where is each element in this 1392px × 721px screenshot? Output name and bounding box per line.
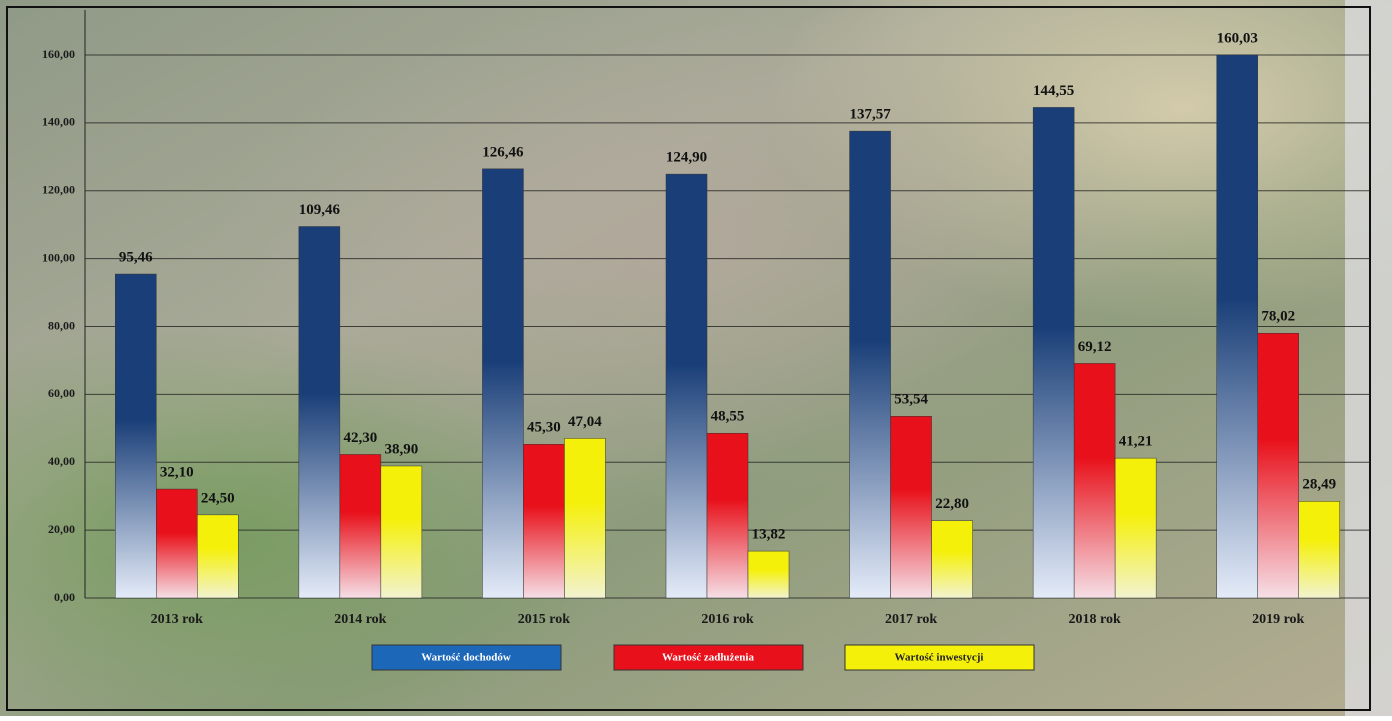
bar <box>564 438 606 599</box>
y-tick-label: 40,00 <box>48 454 75 468</box>
value-label: 126,46 <box>482 144 524 160</box>
legend-label: Wartość inwestycji <box>895 652 984 664</box>
value-label: 144,55 <box>1033 83 1074 99</box>
side-strip <box>1345 0 1392 716</box>
value-label: 53,54 <box>894 392 928 408</box>
value-label: 69,12 <box>1078 339 1112 355</box>
x-tick-label: 2016 rok <box>701 612 753 627</box>
bar <box>115 273 157 599</box>
value-label: 47,04 <box>568 414 602 430</box>
bar <box>1032 107 1075 599</box>
legend-label: Wartość dochodów <box>421 652 511 664</box>
value-label: 38,90 <box>384 441 418 457</box>
value-label: 13,82 <box>752 527 786 543</box>
bar <box>197 514 239 599</box>
y-tick-label: 120,00 <box>42 183 75 197</box>
x-tick-label: 2018 rok <box>1069 612 1121 627</box>
frame <box>6 6 1371 711</box>
value-label: 28,49 <box>1302 477 1336 493</box>
bar <box>1114 457 1157 599</box>
bar <box>1298 501 1340 599</box>
value-label: 22,80 <box>935 496 969 512</box>
bar <box>1073 363 1116 599</box>
y-tick-label: 0,00 <box>54 590 75 604</box>
bar <box>1257 332 1299 599</box>
value-label: 124,90 <box>666 150 707 166</box>
value-label: 45,30 <box>527 420 561 436</box>
bar <box>482 168 524 599</box>
bar <box>156 488 198 599</box>
bar <box>849 130 891 599</box>
y-tick-label: 160,00 <box>42 47 75 61</box>
value-label: 95,46 <box>119 249 153 265</box>
legend-swatch <box>844 644 1035 671</box>
value-label: 160,03 <box>1217 30 1258 46</box>
bar <box>380 465 423 599</box>
y-tick-label: 100,00 <box>42 250 75 264</box>
y-tick-label: 140,00 <box>42 115 75 129</box>
bar <box>339 454 382 599</box>
value-label: 24,50 <box>201 490 235 506</box>
y-tick-label: 80,00 <box>48 318 75 332</box>
bar <box>665 173 708 599</box>
bar <box>931 520 973 599</box>
value-label: 109,46 <box>299 202 341 218</box>
y-tick-label: 20,00 <box>48 522 75 536</box>
bar <box>706 432 749 599</box>
y-tick-label: 60,00 <box>48 386 75 400</box>
x-tick-label: 2015 rok <box>518 612 570 627</box>
value-label: 42,30 <box>343 430 377 446</box>
x-tick-label: 2019 rok <box>1252 612 1304 627</box>
legend-label: Wartość zadłużenia <box>662 652 754 664</box>
legend-swatch <box>371 644 562 671</box>
x-tick-label: 2013 rok <box>151 612 203 627</box>
x-tick-label: 2017 rok <box>885 612 937 627</box>
value-label: 137,57 <box>849 107 891 123</box>
value-label: 41,21 <box>1119 434 1153 450</box>
value-label: 32,10 <box>160 464 194 480</box>
bar <box>298 226 341 599</box>
bar <box>1216 54 1258 599</box>
value-label: 78,02 <box>1261 309 1295 325</box>
legend-swatch <box>613 644 804 671</box>
value-label: 48,55 <box>711 409 745 425</box>
x-tick-label: 2014 rok <box>334 612 386 627</box>
bar <box>747 550 790 599</box>
bar <box>890 416 932 599</box>
bar <box>523 444 565 599</box>
